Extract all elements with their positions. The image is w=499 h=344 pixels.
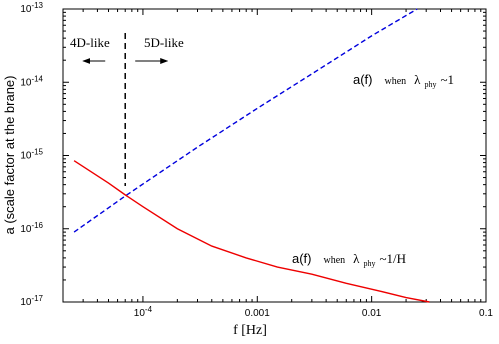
upper-label-lambda: λ bbox=[414, 72, 421, 87]
x-tick-label: 10-4 bbox=[134, 305, 153, 319]
upper-label-sub: phy bbox=[424, 80, 436, 89]
y-tick-label: 10-16 bbox=[20, 221, 43, 235]
series-line-0 bbox=[73, 8, 418, 233]
y-axis-title: a (scale factor at the brane) bbox=[2, 76, 17, 235]
x-tick-label: 0.001 bbox=[245, 308, 270, 319]
lower-label-main: a(f) bbox=[292, 251, 312, 266]
x-tick-label: 0.01 bbox=[362, 308, 382, 319]
lower-label-lambda: λ bbox=[353, 251, 360, 266]
x-axis-title: f [Hz] bbox=[233, 323, 267, 338]
ticks bbox=[62, 9, 486, 303]
y-tick-label: 10-13 bbox=[20, 1, 43, 15]
upper-label-main: a(f) bbox=[353, 72, 373, 87]
lower-label-sub: phy bbox=[363, 259, 375, 268]
series-line-1 bbox=[73, 160, 430, 303]
plot-frame bbox=[62, 8, 487, 303]
lower-label-when: when bbox=[324, 255, 346, 266]
x-tick-label: 0.1 bbox=[479, 308, 493, 319]
upper-curve-label: a(f) when λ phy ~1 bbox=[353, 71, 454, 91]
label-5d-like: 5D-like bbox=[144, 35, 184, 50]
upper-label-when: when bbox=[385, 76, 407, 87]
series-layer bbox=[73, 8, 430, 303]
label-4d-like: 4D-like bbox=[70, 35, 110, 50]
y-tick-label: 10-14 bbox=[20, 74, 43, 88]
y-tick-label: 10-17 bbox=[20, 294, 43, 308]
lower-curve-label: a(f) when λ phy ~1/H bbox=[292, 250, 406, 270]
tick-labels: 10-4 0.001 0.01 0.1 10-17 10-16 10-15 10-14 10-1… bbox=[20, 1, 493, 319]
y-tick-label: 10-15 bbox=[20, 148, 43, 162]
upper-label-rest: ~1 bbox=[440, 72, 454, 87]
lower-label-rest: ~1/H bbox=[379, 251, 406, 266]
